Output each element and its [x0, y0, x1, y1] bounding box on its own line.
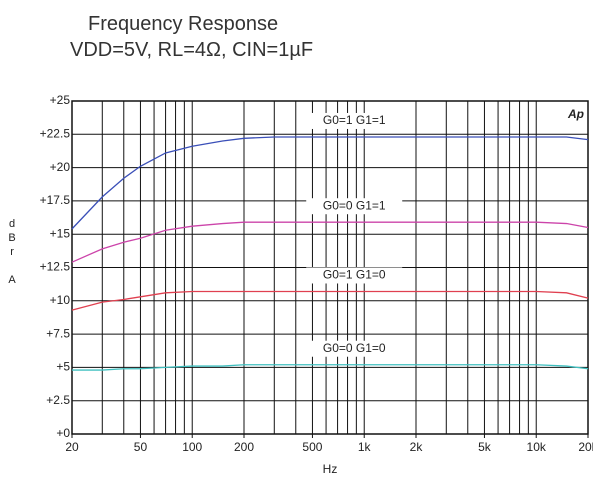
x-axis-label: Hz: [323, 462, 338, 476]
x-tick-label: 500: [302, 440, 322, 454]
legend-label: G0=0 G1=1: [323, 198, 386, 212]
y-tick-label: +20: [50, 160, 71, 174]
y-tick-label: +10: [50, 293, 71, 307]
y-tick-label: +15: [50, 226, 71, 240]
x-tick-label: 200: [234, 440, 254, 454]
legend-bg: [306, 340, 403, 357]
y-axis-label: dBr A: [6, 218, 18, 288]
y-tick-label: +12.5: [40, 260, 71, 274]
series-line: [71, 221, 589, 263]
y-tick-label: +25: [50, 93, 71, 107]
x-tick-label: 20k: [578, 440, 593, 454]
legend-label: G0=1 G1=0: [323, 268, 386, 282]
x-tick-label: 5k: [478, 440, 492, 454]
legend-bg: [306, 198, 403, 215]
logo: Ap: [567, 107, 584, 121]
legend-label: G0=1 G1=1: [323, 113, 386, 127]
series-line: [71, 136, 589, 230]
x-tick-label: 10k: [527, 440, 547, 454]
legend-label: G0=0 G1=0: [323, 341, 386, 355]
legend-bg: [306, 112, 403, 129]
x-tick-label: 50: [134, 440, 148, 454]
chart-title: Frequency Response: [88, 13, 278, 35]
x-tick-label: 100: [182, 440, 202, 454]
y-tick-label: +5: [56, 360, 70, 374]
chart-subtitle: VDD=5V, RL=4Ω, CIN=1µF: [70, 39, 313, 61]
y-tick-label: +17.5: [40, 193, 71, 207]
series-line: [72, 364, 589, 371]
y-tick-label: +2.5: [46, 393, 70, 407]
series-line: [71, 290, 589, 311]
x-tick-label: 1k: [358, 440, 372, 454]
x-tick-label: 2k: [410, 440, 424, 454]
legend-bg: [306, 267, 403, 284]
x-tick-label: 20: [65, 440, 79, 454]
y-tick-label: +0: [56, 426, 70, 440]
y-tick-label: +7.5: [46, 326, 70, 340]
y-tick-label: +22.5: [40, 126, 71, 140]
